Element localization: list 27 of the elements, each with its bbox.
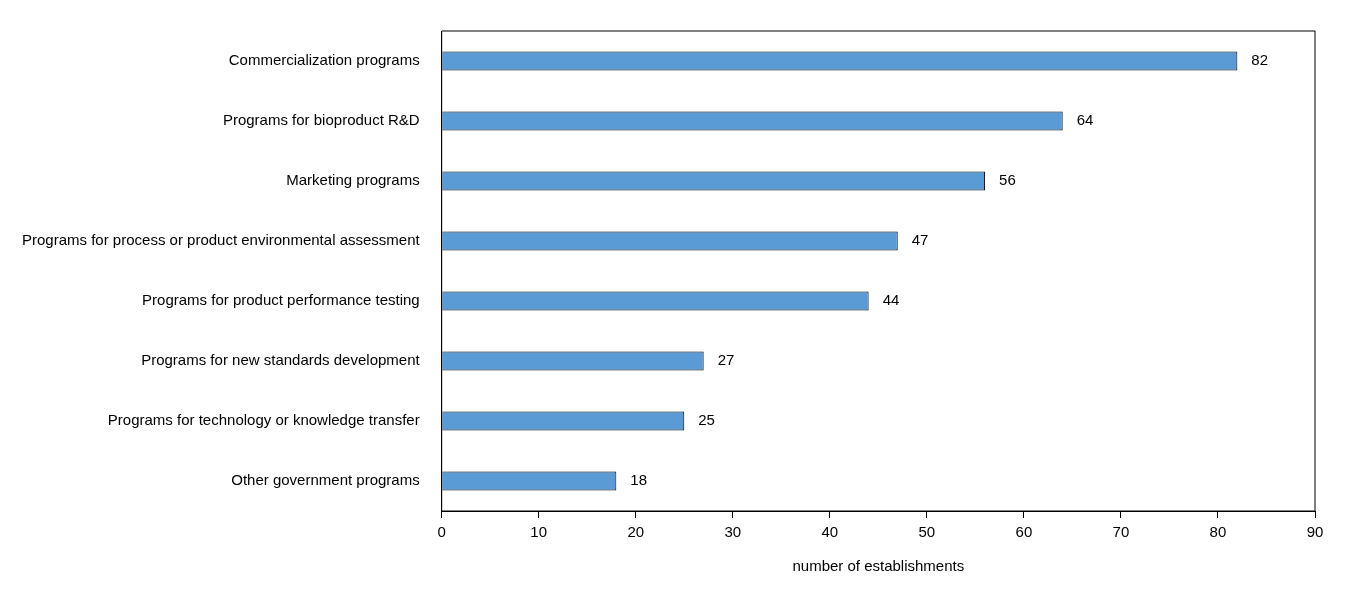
x-tick-label: 30 — [724, 523, 742, 541]
x-tick-label: 80 — [1209, 523, 1227, 541]
x-tick-label: 40 — [821, 523, 839, 541]
x-tick-label: 60 — [1015, 523, 1033, 541]
y-tick-label: Programs for new standards development — [141, 351, 421, 369]
y-tick-label: Programs for product performance testing — [142, 291, 420, 309]
x-tick-label: 20 — [627, 523, 645, 541]
y-tick-label: Other government programs — [231, 471, 420, 489]
x-tick-label: 90 — [1306, 523, 1324, 541]
y-tick-label: Commercialization programs — [228, 51, 420, 69]
data-label: 44 — [882, 291, 900, 309]
y-tick-label: Programs for process or product environmental assessment — [22, 231, 421, 249]
data-label: 25 — [698, 411, 715, 429]
y-tick-label: Programs for technology or knowledge transfer — [107, 411, 420, 429]
x-tick-label: 50 — [918, 523, 936, 541]
x-axis-title: number of establishments — [792, 557, 965, 575]
data-label: 64 — [1076, 111, 1094, 129]
y-tick-label: Programs for bioproduct R&D — [222, 111, 420, 129]
x-tick-label: 70 — [1112, 523, 1130, 541]
y-tick-label: Marketing programs — [286, 171, 420, 189]
x-tick-label: 0 — [437, 523, 446, 541]
data-label: 18 — [630, 471, 648, 489]
data-label: 56 — [999, 171, 1016, 189]
data-label: 82 — [1251, 51, 1269, 69]
data-label: 27 — [717, 351, 735, 369]
data-label: 47 — [911, 231, 929, 249]
x-tick-label: 10 — [530, 523, 548, 541]
